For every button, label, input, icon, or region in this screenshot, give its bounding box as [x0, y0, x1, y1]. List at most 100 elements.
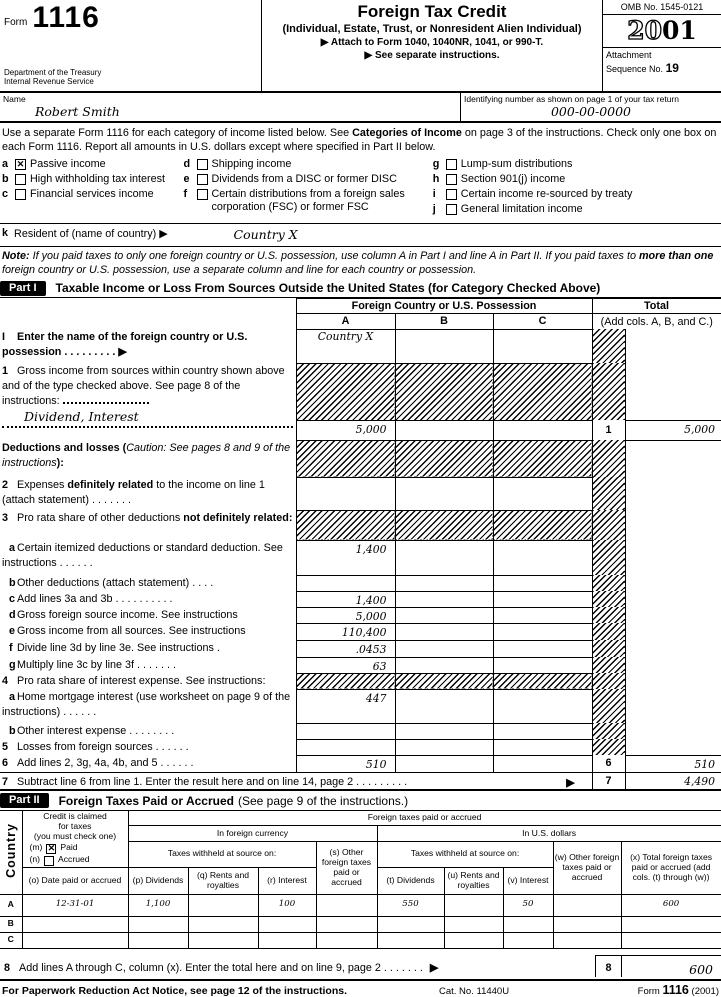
part1-row3e-label: e Gross income from all sources. See inst…: [0, 623, 297, 641]
part2-rowB-r-field[interactable]: [257, 915, 317, 933]
category-checkbox-b[interactable]: [15, 174, 26, 186]
part1-row2-col-b-field[interactable]: [394, 476, 494, 511]
part2-rowA-t-field[interactable]: 550: [376, 893, 445, 917]
label-text: Add lines A through C, column (x). Enter…: [19, 961, 423, 974]
category-checkbox-i[interactable]: [445, 188, 457, 200]
part2-rowB-v-field[interactable]: [502, 915, 554, 933]
part2-rowA-p-field[interactable]: 1,100: [127, 893, 189, 917]
part1-row3d-col-a-field[interactable]: 5,000: [295, 606, 396, 624]
label-text: Expenses: [17, 479, 68, 492]
part1-row1-col-c-field[interactable]: [492, 419, 593, 441]
category-checkbox-d[interactable]: [196, 159, 208, 171]
part1-row4b-col-c-field[interactable]: [492, 722, 593, 740]
note-label: Note:: [2, 249, 30, 262]
part2-rowB-x-field[interactable]: [620, 915, 721, 933]
category-checkbox-a[interactable]: ✕: [15, 159, 26, 171]
part1-row2-col-c-field[interactable]: [492, 476, 593, 511]
part1-rowI-col-c-field[interactable]: [492, 328, 593, 364]
part2-rowB-u-field[interactable]: [443, 915, 504, 933]
part1-row3b-col-b-field[interactable]: [394, 574, 494, 592]
part2-rowC-date-field[interactable]: [21, 931, 129, 949]
part1-row3f-col-c-field[interactable]: [492, 639, 593, 658]
part1-row1-total-field[interactable]: 5,000: [625, 419, 721, 441]
part2-rowC-r-field[interactable]: [257, 931, 317, 949]
resident-country-field[interactable]: Country X: [233, 226, 298, 242]
part1-row3e-col-b-field[interactable]: [394, 622, 494, 641]
name-field[interactable]: Robert Smith: [35, 104, 120, 119]
part2-rowC-v-field[interactable]: [502, 931, 554, 949]
part1-row3b-col-a-field[interactable]: [295, 574, 396, 592]
part2-rowC-w-field[interactable]: [552, 931, 622, 949]
part1-row3e-col-c-field[interactable]: [492, 622, 593, 641]
identifying-number-field[interactable]: 000-00-0000: [550, 104, 632, 119]
category-checkbox-c[interactable]: [15, 188, 26, 200]
part2-rowA-date-field[interactable]: 12-31-01: [21, 893, 129, 917]
part2-rowA-q-field[interactable]: [187, 893, 259, 917]
part1-row3c-col-b-field[interactable]: [394, 590, 494, 608]
part2-rowA-w-field[interactable]: [552, 893, 622, 917]
part1-row4a-col-a-field[interactable]: 447: [295, 688, 396, 724]
part2-rowA-u-field[interactable]: [443, 893, 504, 917]
part2-rowC-p-field[interactable]: [127, 931, 189, 949]
category-checkbox-g[interactable]: [445, 159, 457, 171]
part1-row3e-col-a-field[interactable]: 110,400: [295, 622, 396, 641]
part1-row3b-col-c-field[interactable]: [492, 574, 593, 592]
part1-row7-total-field[interactable]: 4,490: [625, 771, 721, 791]
part1-row1-col-a-field[interactable]: 5,000: [295, 419, 396, 441]
part2-rowC-t-field[interactable]: [376, 931, 445, 949]
part1-row1-writein-field[interactable]: Dividend, Interest: [24, 409, 139, 425]
part1-row3a-col-b-field[interactable]: [394, 539, 494, 576]
part1-rowI-col-a-field[interactable]: Country X: [295, 328, 396, 364]
line8-total-field[interactable]: 600: [622, 954, 721, 977]
part1-row4a-col-b-field[interactable]: [394, 688, 494, 724]
part1-row1-col-b-field[interactable]: [394, 419, 494, 441]
part1-row4b-col-a-field[interactable]: [295, 722, 396, 740]
part2-rowB-date-field[interactable]: [21, 915, 129, 933]
part1-row6-col-b-field[interactable]: [394, 754, 494, 773]
part1-row3d-col-c-field[interactable]: [492, 606, 593, 624]
part1-row3c-col-a-field[interactable]: 1,400: [295, 590, 396, 608]
part2-rowB-q-field[interactable]: [187, 915, 259, 933]
part1-row5-col-a-field[interactable]: [295, 738, 396, 756]
part1-row3f-col-a-field[interactable]: .0453: [295, 639, 396, 658]
part2-rowC-x-field[interactable]: [620, 931, 721, 949]
part1-row6-col-a-field[interactable]: 510: [295, 754, 396, 773]
category-checkbox-h[interactable]: [445, 174, 457, 186]
part1-row5-col-b-field[interactable]: [394, 738, 494, 756]
part2-rowB-w-field[interactable]: [552, 915, 622, 933]
label-text: Divide line 3d by line 3e. See instructi…: [17, 642, 220, 655]
part2-rowC-u-field[interactable]: [443, 931, 504, 949]
part1-row4b-col-b-field[interactable]: [394, 722, 494, 740]
part2-rowA-x-field[interactable]: 600: [620, 893, 721, 917]
part2-rowB-s-field[interactable]: [315, 915, 378, 933]
part1-row3g-col-a-field[interactable]: 63: [295, 656, 396, 674]
category-checkbox-j[interactable]: [445, 203, 457, 215]
part1-row3a-label: a Certain itemized deductions or standard…: [0, 540, 297, 576]
part1-row3g-col-b-field[interactable]: [394, 656, 494, 674]
paid-checkbox[interactable]: ✕: [46, 843, 57, 854]
part2-rowC-s-field[interactable]: [315, 931, 378, 949]
label-text: Pro rata share of other deductions: [17, 512, 184, 525]
part1-rowI-col-b-field[interactable]: [394, 328, 494, 364]
part1-row6-col-c-field[interactable]: [492, 754, 593, 773]
part1-row4a-col-c-field[interactable]: [492, 688, 593, 724]
part2-rowB-t-field[interactable]: [376, 915, 445, 933]
accrued-checkbox[interactable]: [44, 855, 55, 866]
part1-row2-col-a-field[interactable]: [295, 476, 396, 511]
part1-row3a-col-a-field[interactable]: 1,400: [295, 539, 396, 576]
category-checkbox-f[interactable]: [196, 188, 208, 200]
part1-row6-total-field[interactable]: 510: [625, 754, 721, 773]
line-number: b: [9, 725, 16, 737]
part1-row3a-col-c-field[interactable]: [492, 539, 593, 576]
part1-row3d-col-b-field[interactable]: [394, 606, 494, 624]
part1-row3f-col-b-field[interactable]: [394, 639, 494, 658]
part2-rowA-s-field[interactable]: [315, 893, 378, 917]
part2-rowB-p-field[interactable]: [127, 915, 189, 933]
category-checkbox-e[interactable]: [196, 174, 208, 186]
part1-row3g-col-c-field[interactable]: [492, 656, 593, 674]
part2-rowA-r-field[interactable]: 100: [257, 893, 317, 917]
part1-row3c-col-c-field[interactable]: [492, 590, 593, 608]
part1-row5-col-c-field[interactable]: [492, 738, 593, 756]
part2-rowC-q-field[interactable]: [187, 931, 259, 949]
part2-rowA-v-field[interactable]: 50: [502, 893, 554, 917]
